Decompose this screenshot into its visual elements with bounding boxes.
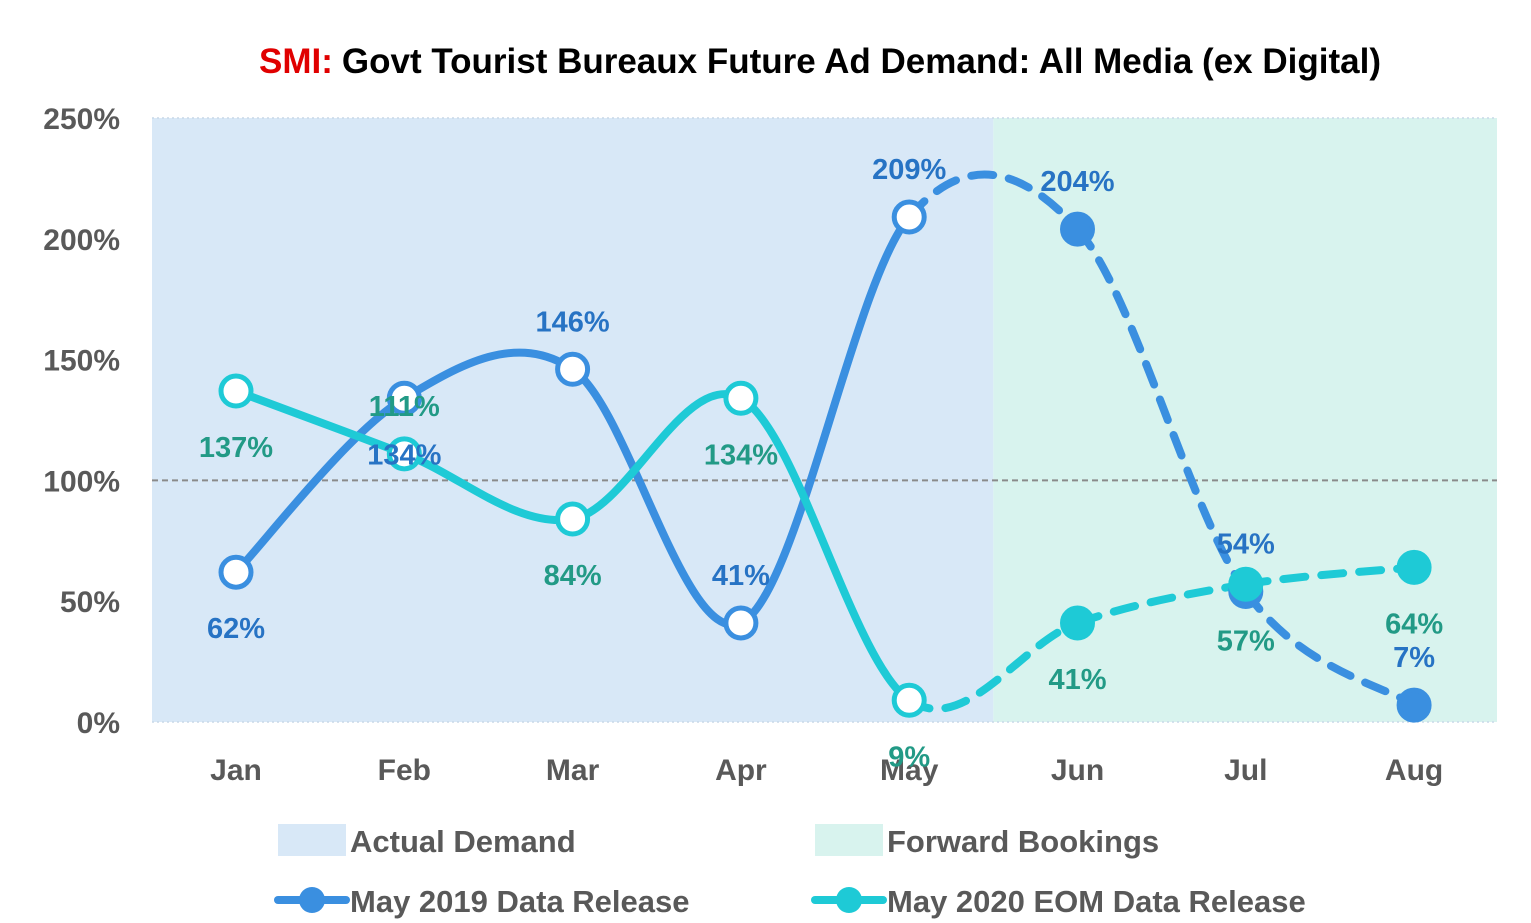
series-1-point <box>891 199 927 235</box>
series-1-point <box>386 380 422 416</box>
series-points <box>218 199 1432 723</box>
series-1-point <box>1060 211 1095 247</box>
x-tick-label: May <box>880 754 939 787</box>
series-2-point <box>891 682 927 718</box>
series-1-point <box>723 605 759 641</box>
series-1-point <box>1396 687 1432 723</box>
series-2-data-label: 134% <box>704 439 778 471</box>
series-1-data-label: 146% <box>536 306 610 338</box>
x-tick-label: Aug <box>1385 754 1443 787</box>
x-tick-label: Mar <box>546 754 600 787</box>
y-tick-label: 150% <box>43 345 120 378</box>
series-1-data-label: 62% <box>207 613 265 645</box>
series-1-data-label: 209% <box>872 154 946 186</box>
legend-swatch-marker-2020 <box>836 887 862 913</box>
legend-label-actual-demand: Actual Demand <box>350 824 576 859</box>
series-2-data-label: 137% <box>199 432 273 464</box>
series-lines <box>232 170 1419 713</box>
chart-title: SMI: Govt Tourist Bureaux Future Ad Deman… <box>259 42 1381 81</box>
x-tick-label: Jun <box>1051 754 1104 787</box>
series-2-point <box>1060 605 1095 641</box>
legend-label-may-2019: May 2019 Data Release <box>350 884 690 919</box>
series-1-data-label: 41% <box>712 560 770 592</box>
series-2-data-label: 57% <box>1217 625 1275 657</box>
series-2-point <box>723 380 759 416</box>
series-2-point <box>386 436 422 472</box>
x-tick-label: Jul <box>1224 754 1267 787</box>
x-tick-label: Jan <box>210 754 262 787</box>
series-2-data-label: 41% <box>1048 664 1106 696</box>
x-tick-label: Apr <box>715 754 767 787</box>
y-tick-label: 250% <box>43 103 120 136</box>
y-axis: 0% 50% 100% 150% 200% 250% <box>43 103 120 740</box>
series-1-data-label: 54% <box>1217 529 1275 561</box>
series-1-point <box>218 554 254 590</box>
series-2-point <box>555 501 591 537</box>
series-1-data-label: 7% <box>1393 642 1435 674</box>
y-tick-label: 100% <box>43 465 120 498</box>
series-1-point <box>555 351 591 387</box>
series-1-data-label: 134% <box>367 439 441 471</box>
band-actual-demand <box>152 118 994 722</box>
legend-label-may-2020: May 2020 EOM Data Release <box>887 884 1306 919</box>
data-labels: 62% 134% 146% 41% 209% 204% 54% 7% 137% 111% 84% 13… <box>199 154 1443 773</box>
x-tick-label: Feb <box>378 754 431 787</box>
series-2-point <box>1228 566 1264 602</box>
series-2-point <box>1396 549 1432 585</box>
series-2-data-label: 9% <box>888 741 930 773</box>
series-2-data-label: 64% <box>1385 608 1443 640</box>
series-2-data-label: 84% <box>544 560 602 592</box>
legend-swatch-marker-2019 <box>299 887 325 913</box>
y-tick-label: 200% <box>43 224 120 257</box>
series-2-data-label: 111% <box>369 391 440 423</box>
legend-label-forward-bookings: Forward Bookings <box>887 824 1159 859</box>
series-line-2-actual <box>232 387 914 705</box>
chart-title-main: Govt Tourist Bureaux Future Ad Demand: A… <box>342 42 1381 81</box>
series-2-point <box>218 373 254 409</box>
background-bands <box>152 118 1497 722</box>
x-axis: Jan Feb Mar Apr May Jun Jul Aug <box>210 754 1443 787</box>
series-line-1-actual <box>232 213 914 629</box>
legend: Actual Demand Forward Bookings May 2019 Da… <box>274 824 1306 919</box>
legend-swatch-forward-bookings <box>815 824 883 856</box>
legend-swatch-actual-demand <box>278 824 346 856</box>
chart-title-prefix: SMI: <box>259 42 333 81</box>
y-tick-label: 50% <box>60 586 120 619</box>
series-1-data-label: 204% <box>1040 166 1114 198</box>
grid <box>152 117 1497 723</box>
y-tick-label: 0% <box>77 707 120 740</box>
